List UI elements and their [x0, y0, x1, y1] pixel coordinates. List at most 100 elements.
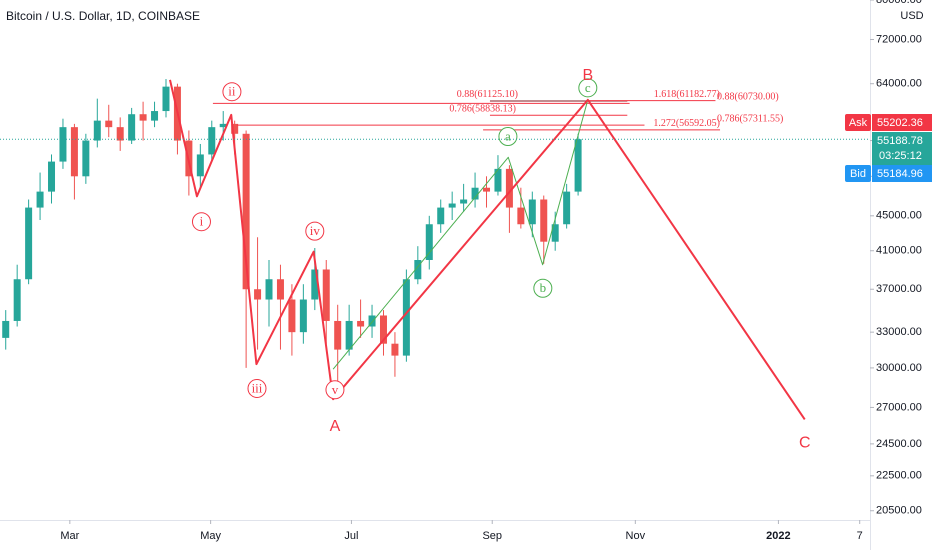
candle-body — [105, 120, 113, 128]
candle-body — [379, 315, 387, 344]
candle-body — [2, 320, 10, 338]
x-tick-label: Jul — [344, 530, 358, 542]
candle-body — [357, 320, 365, 327]
wave-label: iii — [252, 380, 263, 395]
fib-label: 0.786(57311.55) — [717, 113, 783, 124]
wave-label: iv — [310, 223, 321, 238]
wave-label-circle — [222, 82, 242, 102]
candle-body — [425, 224, 433, 260]
ask-price: 55202.36 — [877, 117, 923, 129]
candle-body — [345, 320, 353, 350]
candle-body — [82, 140, 90, 177]
candle-body — [551, 224, 559, 242]
wave-label-circle — [305, 221, 325, 241]
candle-body — [414, 260, 422, 280]
ask-tag — [845, 114, 871, 131]
candle-body — [219, 123, 227, 128]
candle-body — [322, 269, 330, 321]
candle-body — [517, 207, 525, 225]
candle-body — [334, 320, 342, 350]
x-tick-label: Sep — [482, 530, 502, 542]
wave-label-circle — [247, 378, 267, 398]
candle-body — [574, 139, 582, 192]
ask-price-tag — [872, 114, 932, 131]
y-tick-label: 72000.00 — [876, 33, 922, 45]
candle-body — [368, 315, 376, 327]
wave-label: v — [332, 382, 339, 397]
y-tick-label: 22500.00 — [876, 470, 922, 482]
chart-title: Bitcoin / U.S. Dollar, 1D, COINBASE — [6, 9, 200, 23]
candle-body — [162, 86, 170, 112]
candle-body — [36, 191, 44, 208]
candle-body — [25, 207, 33, 280]
currency[interactable]: USD — [900, 10, 923, 22]
candle-body — [93, 120, 101, 141]
candle-body — [483, 187, 491, 192]
y-tick-label: 33000.00 — [876, 326, 922, 338]
candle-body — [540, 199, 548, 242]
candle-body — [128, 114, 136, 141]
y-tick-label: 80000.00 — [876, 0, 922, 6]
candle-body — [437, 207, 445, 225]
candle-body — [276, 279, 284, 300]
candle-body — [59, 127, 67, 162]
x-tick-label: 7 — [857, 530, 863, 542]
bid-price: 55184.96 — [877, 168, 923, 180]
last-price-tag — [872, 132, 932, 165]
y-tick-label: 27000.00 — [876, 401, 922, 413]
fib-label: 0.88(61125.10) — [457, 89, 518, 100]
candle-body — [391, 343, 399, 356]
candle-body — [288, 299, 296, 333]
fib-label: 0.88(60730.00) — [717, 92, 779, 103]
fib-label: 1.618(61182.77) — [654, 89, 720, 100]
candle-body — [254, 289, 262, 300]
wave-label: A — [330, 418, 341, 435]
countdown: 03:25:12 — [879, 150, 922, 162]
wave-label: B — [582, 67, 593, 84]
wave-label-circle — [533, 278, 553, 298]
candle-body — [311, 269, 319, 300]
x-tick-label: Nov — [626, 530, 646, 542]
ask-label: Ask — [849, 117, 868, 129]
candle-body — [265, 279, 273, 300]
fib-label: 1.272(56592.05) — [653, 118, 720, 129]
candle-body — [505, 168, 513, 208]
wave-line — [169, 79, 806, 420]
candle-body — [448, 203, 456, 208]
candle-body — [242, 133, 250, 290]
wave-label-circle — [191, 212, 211, 232]
candle-body — [48, 161, 56, 192]
y-tick-label: 37000.00 — [876, 283, 922, 295]
candle-body — [299, 299, 307, 333]
candle-body — [151, 111, 159, 121]
x-tick-label: Mar — [60, 530, 79, 542]
y-tick-label: 64000.00 — [876, 78, 922, 90]
wave-line — [332, 99, 589, 370]
candle-body — [70, 127, 78, 177]
candle-body — [402, 279, 410, 356]
candle-body — [139, 114, 147, 121]
y-tick-label: 45000.00 — [876, 210, 922, 222]
y-tick-label: 30000.00 — [876, 362, 922, 374]
candle-body — [563, 191, 571, 225]
x-tick-label: 2022 — [766, 530, 790, 542]
y-tick-label: 41000.00 — [876, 245, 922, 257]
wave-label-circle — [498, 126, 518, 146]
last-price: 55188.78 — [877, 135, 923, 147]
candle-body — [116, 127, 124, 141]
candle-body — [196, 154, 204, 177]
wave-label: c — [585, 80, 591, 95]
y-tick-label: 24500.00 — [876, 438, 922, 450]
candle-body — [471, 187, 479, 200]
fib-label: 0.786(58838.13) — [449, 104, 516, 115]
candle-body — [494, 168, 502, 192]
wave-label: ii — [228, 84, 236, 99]
plot: 0.88(61125.10) 0.786(58838.13) 1.618(61182… — [0, 67, 870, 452]
candle-body — [13, 279, 21, 321]
wave-label-circle — [578, 78, 598, 98]
candle-body — [528, 199, 536, 225]
bid-tag — [845, 165, 871, 182]
wave-label: C — [799, 435, 811, 452]
